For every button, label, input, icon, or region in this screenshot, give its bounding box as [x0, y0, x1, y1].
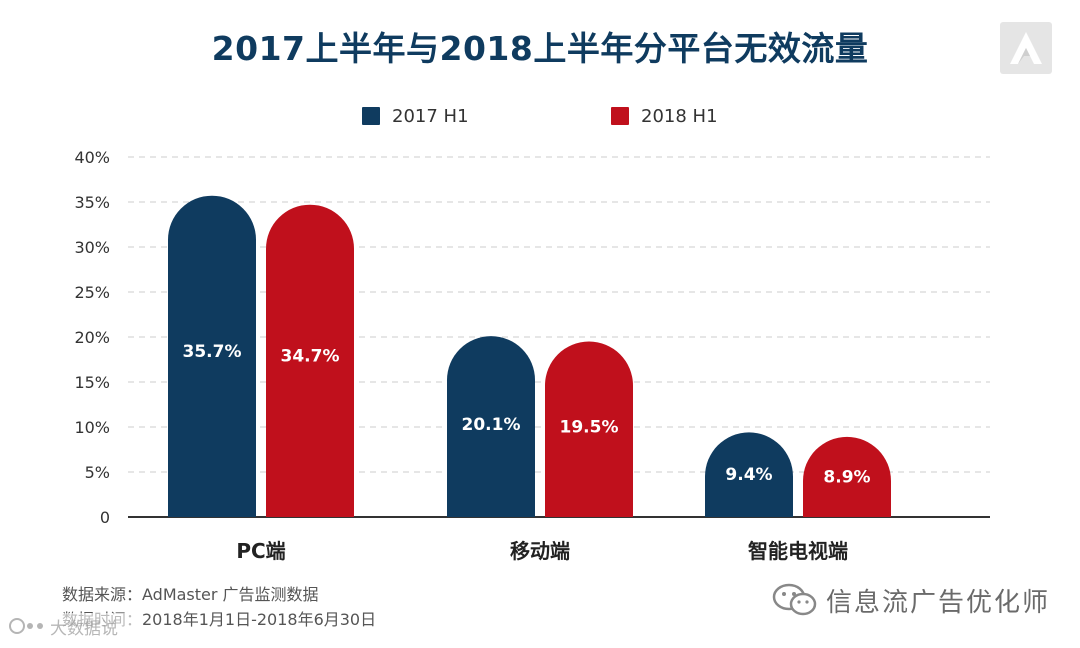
data-label: 9.4% [725, 465, 772, 485]
data-label: 35.7% [183, 342, 242, 362]
legend-label-2018: 2018 H1 [641, 105, 718, 127]
data-label: 34.7% [281, 347, 340, 367]
wechat-icon [772, 583, 817, 616]
watermark-left-text: 大数据说 [50, 618, 118, 639]
legend-swatch-2018 [611, 107, 629, 125]
legend-swatch-2017 [362, 107, 380, 125]
x-tick-label: 智能电视端 [748, 539, 848, 563]
y-tick-label: 25% [74, 283, 110, 302]
bar-2017 [168, 195, 256, 517]
x-tick-label: 移动端 [510, 539, 570, 563]
y-tick-label: 0 [100, 508, 110, 527]
watermark-logo-icon [9, 618, 43, 634]
source-note: 数据来源：AdMaster 广告监测数据 [62, 585, 319, 604]
y-tick-label: 15% [74, 373, 110, 392]
legend-label-2017: 2017 H1 [392, 105, 469, 127]
data-label: 19.5% [560, 418, 619, 438]
bar-2018 [545, 341, 633, 517]
bar-2017 [447, 336, 535, 517]
period-note: 数据时间：2018年1月1日-2018年6月30日 [62, 610, 377, 629]
y-tick-label: 35% [74, 193, 110, 212]
watermark-left: 大数据说 [8, 613, 133, 639]
chart-title: 2017上半年与2018上半年分平台无效流量 [211, 29, 869, 68]
legend-item-2017: 2017 H1 [362, 104, 469, 128]
bar-2017 [705, 432, 793, 517]
y-tick-label: 10% [74, 418, 110, 437]
watermark-right: 信息流广告优化师 [772, 580, 1050, 620]
y-tick-label: 20% [74, 328, 110, 347]
y-tick-label: 5% [85, 463, 110, 482]
y-tick-label: 30% [74, 238, 110, 257]
data-label: 8.9% [823, 467, 870, 487]
watermark-right-text: 信息流广告优化师 [826, 587, 1051, 618]
admaster-logo-icon [1000, 22, 1052, 74]
legend-item-2018: 2018 H1 [611, 104, 718, 128]
data-label: 20.1% [462, 415, 521, 435]
x-tick-label: PC端 [236, 539, 285, 563]
bar-2018 [266, 204, 354, 517]
legend: 2017 H1 2018 H1 [0, 104, 1080, 128]
bar-2018 [803, 436, 891, 517]
y-tick-label: 40% [74, 148, 110, 167]
